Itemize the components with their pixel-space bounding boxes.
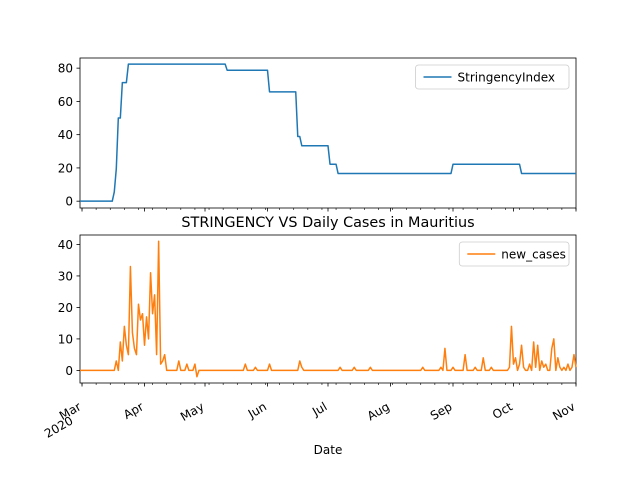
chart-title: STRINGENCY VS Daily Cases in Mauritius [181, 215, 474, 231]
y-tick-label: 0 [65, 195, 73, 209]
stringency-panel: 0 20 40 60 80 StringencyIndex [58, 57, 577, 212]
legend-label: StringencyIndex [458, 71, 556, 85]
y-tick-label: 40 [58, 238, 73, 252]
x-tick-label: Jul [309, 399, 329, 419]
y-tick-label: 0 [65, 364, 73, 378]
x-axis-label: Date [314, 443, 343, 457]
y-tick-label: 40 [58, 128, 73, 142]
cases-y-axis: 0 10 20 30 40 [58, 238, 80, 378]
y-tick-label: 10 [58, 332, 73, 346]
legend-box [458, 241, 570, 267]
series-line-StringencyIndex [80, 63, 576, 202]
stringency-legend: StringencyIndex [415, 64, 570, 90]
series-line-new_cases [80, 240, 577, 378]
y-tick-label: 20 [58, 161, 73, 175]
cases-series [80, 240, 577, 378]
y-tick-label: 80 [58, 62, 73, 76]
stringency-x-axis [81, 208, 577, 212]
y-tick-label: 20 [58, 301, 73, 315]
stringency-y-axis: 0 20 40 60 80 [58, 62, 80, 209]
y-tick-label: 30 [58, 269, 73, 283]
y-tick-label: 60 [58, 95, 73, 109]
legend-box [415, 64, 570, 90]
stringency-series [80, 63, 576, 202]
legend-label: new_cases [501, 248, 566, 262]
cases-legend: new_cases [458, 241, 570, 267]
